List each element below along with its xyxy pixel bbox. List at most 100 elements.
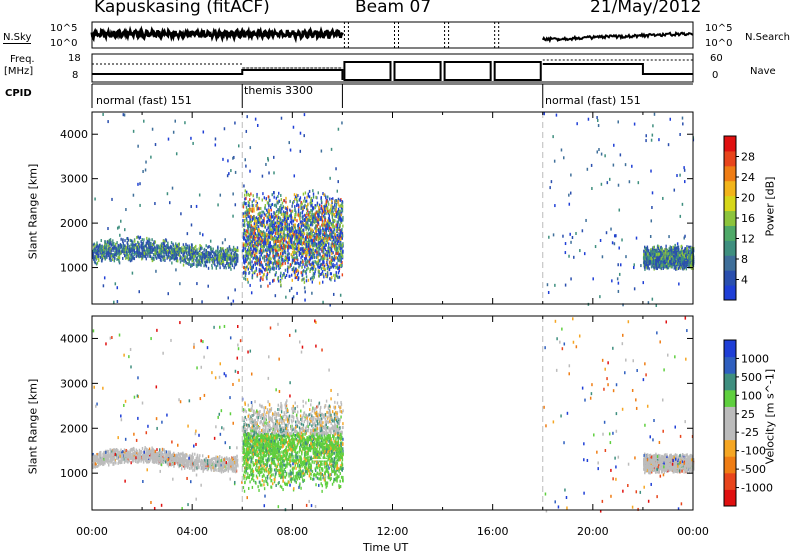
heatmap-cell <box>164 240 166 244</box>
heatmap-cell <box>301 252 303 256</box>
heatmap-cell <box>304 270 307 274</box>
heatmap-cell <box>570 173 572 177</box>
heatmap-cell <box>244 243 247 247</box>
heatmap-cell <box>302 277 304 281</box>
heatmap-cell <box>306 226 309 230</box>
heatmap-cell <box>161 255 163 259</box>
heatmap-cell <box>135 251 137 255</box>
heatmap-cell <box>191 255 193 259</box>
heatmap-cell <box>341 121 343 125</box>
heatmap-cell <box>272 254 274 258</box>
heatmap-cell <box>221 251 223 255</box>
heatmap-cell <box>308 249 310 253</box>
heatmap-cell <box>280 203 282 207</box>
heatmap-cell <box>185 249 188 253</box>
heatmap-cell <box>307 202 309 206</box>
heatmap-cell <box>327 229 330 233</box>
heatmap-cell <box>271 202 274 206</box>
heatmap-cell <box>93 245 95 249</box>
heatmap-cell <box>141 248 143 252</box>
heatmap-cell <box>291 209 294 213</box>
heatmap-cell <box>299 149 302 153</box>
heatmap-cell <box>234 203 237 207</box>
heatmap-cell <box>318 274 320 278</box>
heatmap-cell <box>294 195 297 199</box>
heatmap-cell <box>305 225 307 229</box>
heatmap-cell <box>299 198 301 202</box>
heatmap-cell <box>318 205 320 209</box>
heatmap-cell <box>596 116 598 120</box>
heatmap-cell <box>268 265 270 269</box>
heatmap-cell <box>287 256 289 260</box>
heatmap-cell <box>318 265 321 269</box>
heatmap-cell <box>167 244 169 248</box>
heatmap-cell <box>287 265 289 269</box>
heatmap-cell <box>273 236 276 240</box>
heatmap-cell <box>251 237 254 241</box>
heatmap-cell <box>340 219 343 223</box>
heatmap-cell <box>228 263 231 267</box>
heatmap-cell <box>322 257 325 261</box>
heatmap-cell <box>267 158 270 162</box>
heatmap-cell <box>650 138 653 142</box>
heatmap-cell <box>136 244 138 248</box>
heatmap-cell <box>312 260 314 264</box>
heatmap-cell <box>306 260 309 264</box>
heatmap-cell <box>339 217 341 221</box>
heatmap-cell <box>145 160 147 164</box>
heatmap-cell <box>245 190 248 194</box>
heatmap-cell <box>329 250 331 254</box>
heatmap-cell <box>258 212 260 216</box>
heatmap-cell <box>271 245 274 249</box>
heatmap-cell <box>118 256 121 260</box>
heatmap-cell <box>261 256 264 260</box>
heatmap-cell <box>158 253 161 257</box>
heatmap-cell <box>294 273 296 277</box>
heatmap-cell <box>617 281 620 285</box>
heatmap-cell <box>277 253 280 257</box>
heatmap-cell <box>160 244 163 248</box>
heatmap-cell <box>280 210 282 214</box>
heatmap-cell <box>256 273 259 277</box>
heatmap-cell <box>321 206 323 210</box>
heatmap-cell <box>246 252 248 256</box>
heatmap-cell <box>245 243 247 247</box>
heatmap-cell <box>673 246 675 250</box>
heatmap-cell <box>228 265 230 269</box>
heatmap-cell <box>120 251 122 255</box>
heatmap-cell <box>125 208 127 212</box>
heatmap-cell <box>547 291 550 295</box>
heatmap-cell <box>287 235 289 239</box>
heatmap-cell <box>296 291 298 295</box>
heatmap-cell <box>653 266 655 270</box>
heatmap-cell <box>294 207 296 211</box>
heatmap-cell <box>308 252 310 256</box>
heatmap-cell <box>297 227 299 231</box>
heatmap-cell <box>256 195 258 199</box>
heatmap-cell <box>246 278 249 282</box>
heatmap-cell <box>277 279 280 283</box>
heatmap-cell <box>323 205 325 209</box>
heatmap-cell <box>674 243 676 247</box>
heatmap-cell <box>269 256 271 260</box>
heatmap-cell <box>107 120 109 124</box>
heatmap-cell <box>335 274 338 278</box>
heatmap-cell <box>297 223 300 227</box>
heatmap-cell <box>251 207 253 211</box>
heatmap-cell <box>305 199 308 203</box>
heatmap-cell <box>309 263 311 267</box>
heatmap-cell <box>310 237 313 241</box>
heatmap-cell <box>329 236 331 240</box>
heatmap-cell <box>155 256 158 260</box>
heatmap-cell <box>270 229 272 233</box>
heatmap-cell <box>323 254 325 258</box>
heatmap-cell <box>263 225 266 229</box>
heatmap-cell <box>92 252 94 256</box>
heatmap-cell <box>335 228 337 232</box>
heatmap-cell <box>192 249 194 253</box>
heatmap-cell <box>299 214 301 218</box>
heatmap-cell <box>315 225 317 229</box>
heatmap-cell <box>162 239 165 243</box>
heatmap-cell <box>255 219 257 223</box>
heatmap-cell <box>224 255 226 259</box>
